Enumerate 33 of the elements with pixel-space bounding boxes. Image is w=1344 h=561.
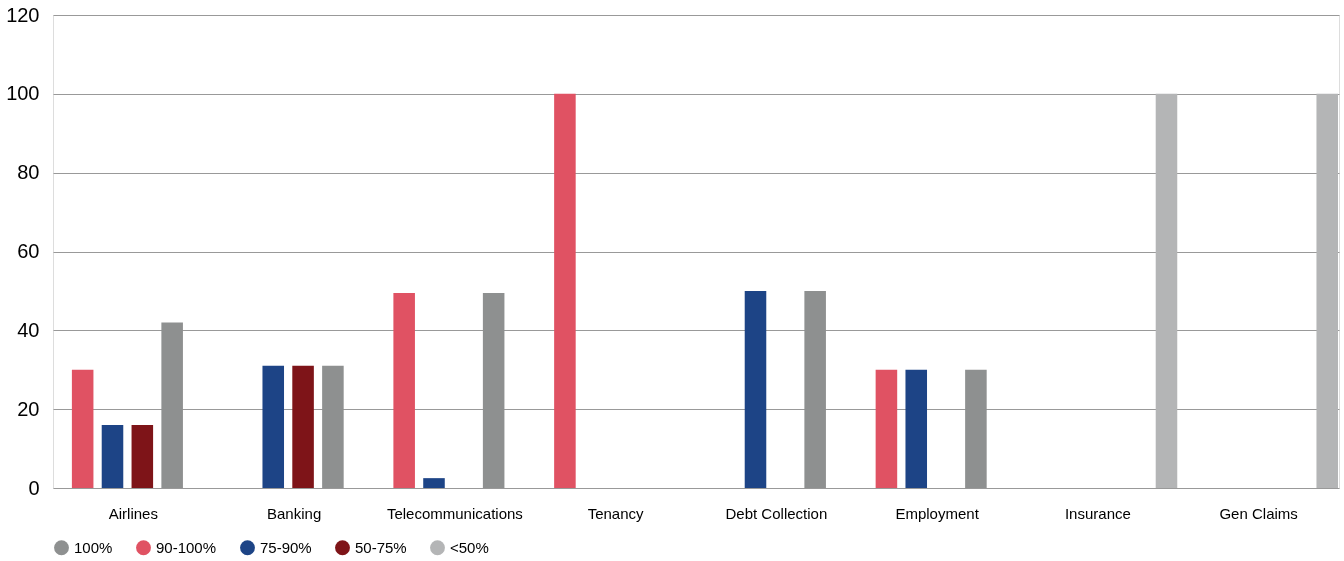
legend-label: 50-75% — [355, 538, 407, 556]
x-tick-label: Tenancy — [587, 504, 645, 522]
legend-label: 75-90% — [260, 538, 312, 556]
bar — [744, 290, 767, 488]
x-tick-label: Employment — [895, 504, 980, 522]
x-tick-label: Debt Collection — [725, 504, 828, 522]
y-tick-label: 20 — [17, 397, 40, 420]
x-tick-label: Insurance — [1064, 504, 1131, 522]
y-tick-label: 120 — [6, 3, 40, 26]
bar — [71, 369, 94, 488]
legend-label: <50% — [450, 538, 489, 556]
bar — [262, 365, 285, 488]
legend-label: 100% — [74, 538, 113, 556]
bar — [131, 424, 154, 488]
bar — [393, 292, 415, 488]
bar — [875, 369, 898, 488]
bar — [423, 478, 445, 488]
x-tick-label: Banking — [267, 504, 322, 522]
bar — [292, 365, 314, 488]
bar — [905, 369, 928, 488]
x-tick-label: Airlines — [108, 504, 158, 522]
bar — [554, 93, 576, 488]
x-tick-label: Telecommunications — [386, 504, 523, 522]
bar — [1316, 93, 1339, 488]
y-tick-label: 100 — [6, 82, 40, 105]
x-tick-label: Gen Claims — [1219, 504, 1298, 522]
y-tick-label: 0 — [28, 476, 40, 499]
bar — [101, 424, 124, 488]
y-tick-label: 60 — [17, 240, 40, 262]
legend-label: 90-100% — [156, 538, 217, 556]
bar — [1155, 93, 1178, 488]
y-tick-label: 40 — [17, 318, 40, 341]
y-tick-label: 80 — [17, 161, 40, 184]
